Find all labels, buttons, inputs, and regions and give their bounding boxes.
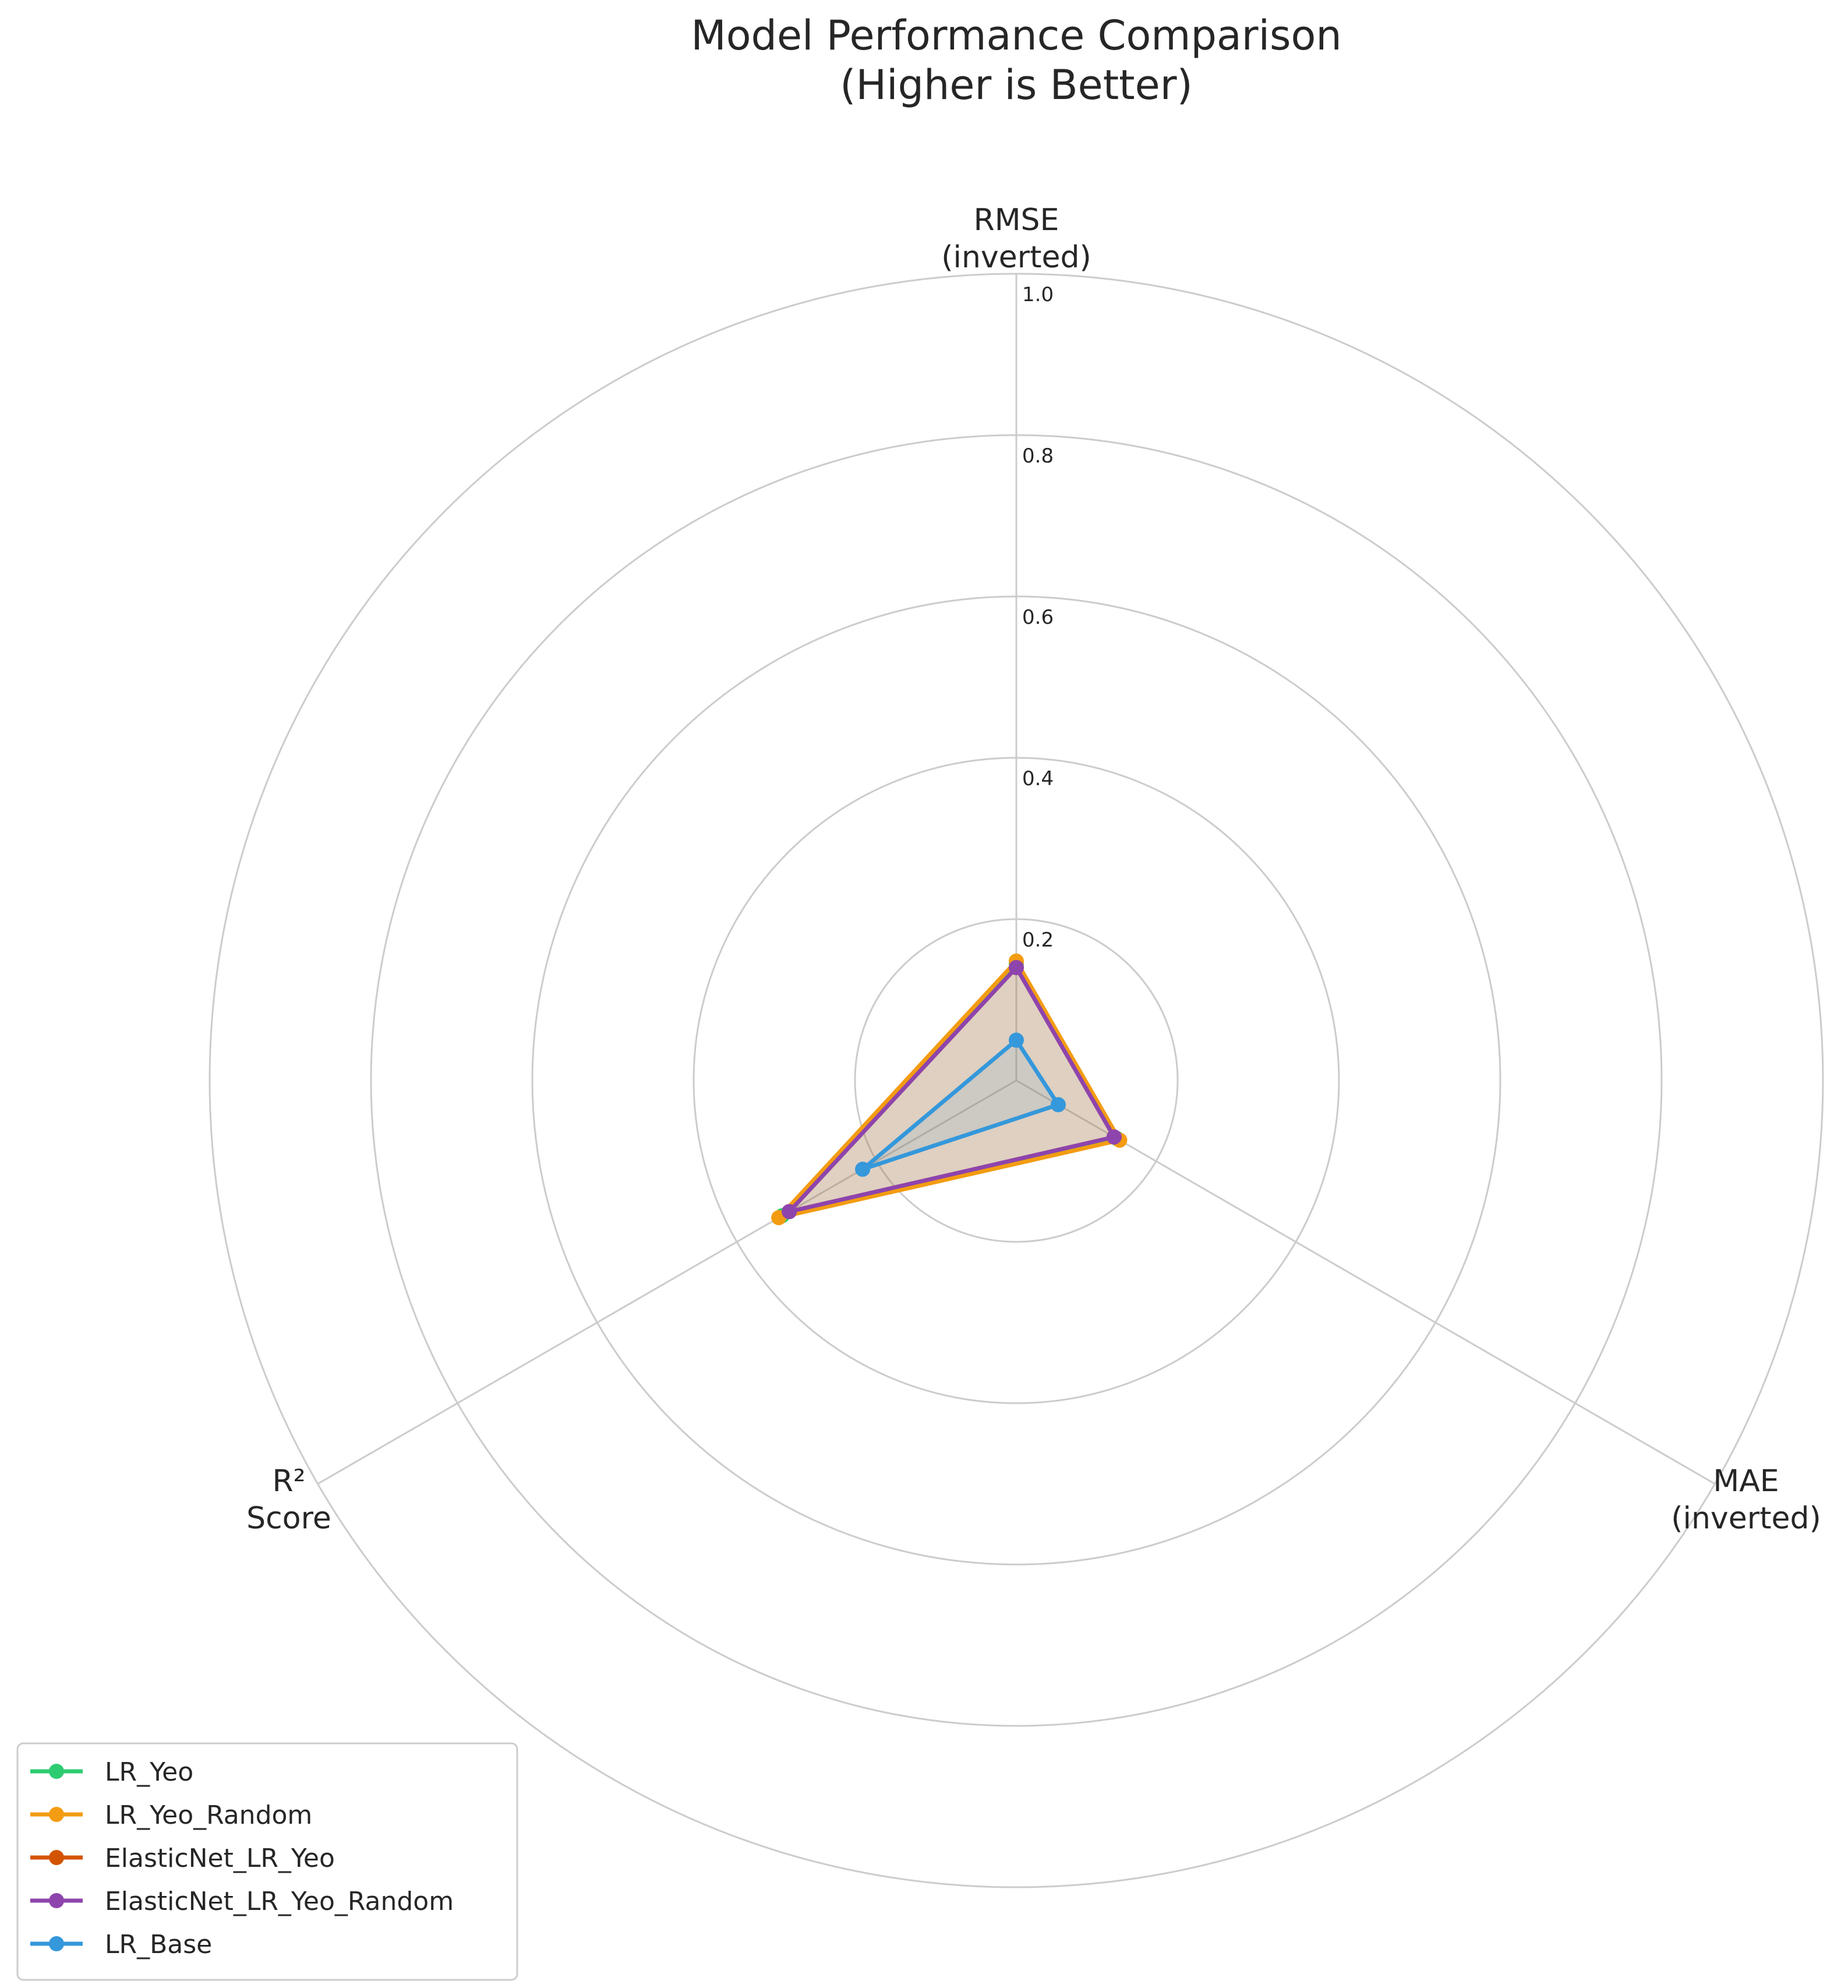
series-point (1050, 1097, 1066, 1113)
series-point (1106, 1129, 1122, 1145)
radial-tick-label: 0.6 (1022, 606, 1054, 629)
legend-entry: ElasticNet_LR_Yeo (105, 1844, 335, 1873)
axis-label: R² Score (246, 1464, 331, 1536)
series-line (787, 965, 1116, 1214)
legend-swatch-marker (49, 1936, 64, 1951)
chart-title: Model Performance Comparison (Higher is B… (691, 12, 1341, 109)
series-line (776, 959, 1122, 1220)
radial-tick-label: 0.4 (1022, 767, 1054, 790)
legend: LR_Yeo LR_Yeo_Random ElasticNet_LR_Yeo Elas… (16, 1742, 518, 1981)
axis-label: MAE (inverted) (1671, 1464, 1821, 1536)
series-fill (782, 963, 1118, 1216)
series-fill (789, 967, 1114, 1212)
legend-entry: ElasticNet_LR_Yeo_Random (105, 1887, 454, 1916)
series-point (1009, 960, 1024, 976)
legend-swatch-marker (49, 1807, 64, 1822)
radial-tick-labels: 0.2 0.4 0.6 0.8 1.0 (1022, 283, 1054, 952)
legend-swatch-marker (49, 1764, 64, 1779)
series-point (1009, 1032, 1024, 1048)
legend-entry: LR_Yeo (105, 1757, 193, 1787)
legend-entry: LR_Base (105, 1930, 212, 1959)
axis-label: RMSE (inverted) (941, 203, 1091, 275)
series-layer (771, 954, 1128, 1226)
axis-spoke (1016, 1079, 1716, 1485)
radar-grid (209, 273, 1824, 1888)
radial-tick-label: 1.0 (1022, 283, 1054, 306)
radial-tick-label: 0.2 (1022, 928, 1054, 952)
legend-entry: LR_Yeo_Random (105, 1800, 312, 1830)
series-point (782, 1204, 797, 1220)
legend-swatch-marker (49, 1893, 64, 1908)
axis-labels: RMSE (inverted) MAE (inverted) R² Score (246, 203, 1821, 1536)
legend-frame (16, 1742, 518, 1981)
axis-spoke (317, 1079, 1017, 1485)
series-point (855, 1161, 871, 1177)
legend-swatch-marker (49, 1850, 64, 1865)
series-fill (863, 1040, 1058, 1170)
chart-title-text: Model Performance Comparison (Higher is B… (691, 12, 1341, 109)
series-line (860, 1038, 1061, 1171)
series-fill (789, 967, 1114, 1212)
radial-tick-label: 0.8 (1022, 444, 1054, 468)
